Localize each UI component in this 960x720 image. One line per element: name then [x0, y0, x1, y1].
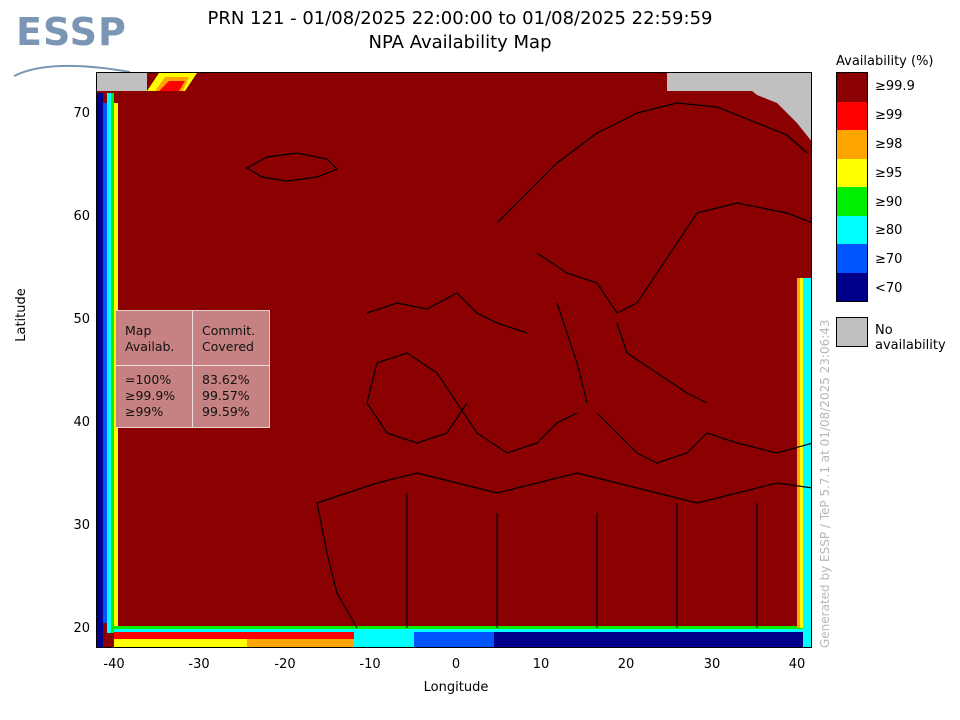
left-band-lt70 [97, 93, 103, 647]
legend-label-98: ≥98 [875, 137, 903, 152]
map-subtitle: NPA Availability Map [368, 32, 552, 53]
x-tick-m40: -40 [103, 657, 125, 672]
table-row-map-999: ≥99.9% [125, 388, 176, 403]
y-tick-20: 20 [73, 621, 90, 636]
header-map-avail: Map Availab. [125, 323, 174, 355]
right-band-cyan [803, 278, 811, 647]
x-tick-m30: -30 [188, 657, 210, 672]
header-commit-covered: Commit. Covered [202, 323, 255, 355]
header-map-line1: Map [125, 323, 152, 338]
table-divider-vertical [192, 311, 193, 427]
left-band-80 [107, 93, 111, 633]
bottom-band-cyan-top [114, 629, 811, 632]
legend-swatch-80 [837, 215, 867, 244]
x-tick-20: 20 [617, 657, 635, 672]
iceland-outline [245, 152, 339, 182]
table-row-covered-99: 99.59% [202, 404, 250, 419]
top-left-red [159, 81, 185, 91]
legend-swatch-999 [837, 73, 867, 102]
x-tick-30: 30 [703, 657, 721, 672]
header-map-line2: Availab. [125, 339, 175, 354]
bottom-band-orange [247, 639, 354, 647]
header-commit-line1: Commit. [202, 323, 256, 338]
table-row-map-99: ≥99% [125, 404, 164, 419]
y-tick-60: 60 [73, 209, 90, 224]
left-band-70 [103, 103, 107, 623]
essp-logo-text: ESSP [16, 10, 127, 54]
legend-swatch-98 [837, 130, 867, 159]
y-tick-40: 40 [73, 415, 90, 430]
y-axis-label: Latitude [14, 288, 29, 342]
top-left-no-availability [97, 73, 147, 91]
legend-color-scale [836, 72, 868, 302]
availability-summary-table: Map Availab. Commit. Covered =100% ≥99.9… [115, 310, 270, 428]
legend-swatch-90 [837, 187, 867, 216]
x-tick-m20: -20 [274, 657, 296, 672]
bottom-band-cyan [354, 629, 414, 647]
coastlines [245, 102, 811, 629]
legend-label-lt70: <70 [875, 281, 903, 296]
legend-label-95: ≥95 [875, 166, 903, 181]
map-title: PRN 121 - 01/08/2025 22:00:00 to 01/08/2… [207, 8, 713, 29]
col-map-values: =100% ≥99.9% ≥99% [125, 372, 175, 420]
bottom-band-blue [414, 629, 494, 647]
right-band-orange [797, 278, 800, 628]
legend-swatch-70 [837, 244, 867, 273]
col-covered-values: 83.62% 99.57% 99.59% [202, 372, 250, 420]
legend-label-999: ≥99.9 [875, 79, 915, 94]
essp-logo-icon [13, 64, 131, 77]
legend-label-90: ≥90 [875, 195, 903, 210]
legend-label-70: ≥70 [875, 252, 903, 267]
bottom-band-red [114, 629, 354, 639]
top-right-no-availability [667, 73, 811, 141]
legend-swatch-99 [837, 101, 867, 130]
legend-swatch-95 [837, 158, 867, 187]
table-row-covered-100: 83.62% [202, 372, 250, 387]
x-tick-0: 0 [451, 657, 461, 672]
left-band-90 [111, 93, 114, 633]
legend-title: Availability (%) [836, 54, 934, 69]
y-tick-70: 70 [73, 106, 90, 121]
table-row-covered-999: 99.57% [202, 388, 250, 403]
y-tick-50: 50 [73, 312, 90, 327]
legend-label-80: ≥80 [875, 223, 903, 238]
header-commit-line2: Covered [202, 339, 254, 354]
generated-by-note: Generated by ESSP / TeP 5.7.1 at 01/08/2… [818, 319, 832, 648]
y-tick-30: 30 [73, 518, 90, 533]
legend-label-no-availability: No availability [875, 323, 946, 353]
table-row-map-100: =100% [125, 372, 172, 387]
legend-swatch-lt70 [837, 272, 867, 301]
x-tick-m10: -10 [359, 657, 381, 672]
x-tick-10: 10 [532, 657, 550, 672]
x-axis-label: Longitude [423, 680, 489, 695]
legend-swatch-no-availability [836, 317, 868, 347]
x-tick-40: 40 [788, 657, 806, 672]
table-divider-horizontal [116, 365, 269, 366]
right-band-yellow [800, 278, 803, 628]
bottom-band-green-top [114, 626, 811, 629]
legend-label-99: ≥99 [875, 108, 903, 123]
